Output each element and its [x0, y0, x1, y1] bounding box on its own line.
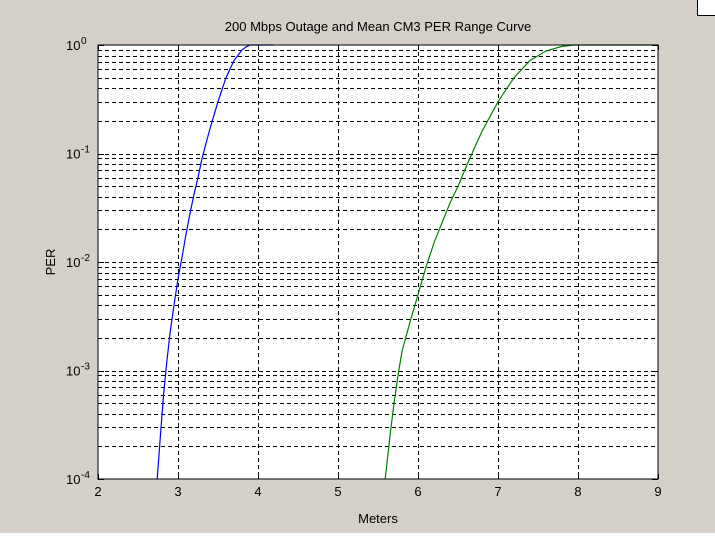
x-tick-label: 6 — [414, 484, 421, 499]
y-tick-label: 10 -1 — [66, 145, 90, 162]
series-layer — [156, 44, 658, 480]
series-line-2 — [384, 44, 658, 480]
x-axis-label: Meters — [358, 511, 398, 526]
y-tick-label: 10 -2 — [66, 253, 90, 270]
x-tick-label: 9 — [654, 484, 661, 499]
y-tick-label: 10 -4 — [66, 470, 90, 487]
x-tick-label: 5 — [334, 484, 341, 499]
y-tick-label-base: 10 — [66, 472, 80, 487]
x-tick-label: 3 — [174, 484, 181, 499]
x-tick-labels: 2 3 4 5 6 7 8 9 — [94, 484, 661, 499]
x-tick-label: 4 — [254, 484, 261, 499]
x-tick-label: 7 — [494, 484, 501, 499]
y-tick-label-base: 10 — [66, 38, 80, 53]
y-tick-label-base: 10 — [66, 255, 80, 270]
x-tick-label: 8 — [574, 484, 581, 499]
y-tick-label: 10 -3 — [66, 362, 90, 379]
x-tick-label: 2 — [94, 484, 101, 499]
y-tick-label-exponent: -1 — [81, 145, 90, 156]
chart-title: 200 Mbps Outage and Mean CM3 PER Range C… — [225, 19, 531, 34]
series-line-1 — [156, 44, 274, 480]
window-corner-box — [697, 0, 715, 16]
y-tick-label-exponent: -4 — [81, 470, 90, 481]
y-axis-label: PER — [43, 249, 58, 276]
y-tick-label: 10 0 — [66, 36, 87, 53]
y-tick-label-exponent: -3 — [81, 362, 90, 373]
grid-lines — [98, 45, 658, 479]
y-tick-label-exponent: 0 — [81, 36, 87, 47]
y-tick-label-base: 10 — [66, 364, 80, 379]
tick-marks — [98, 45, 659, 480]
y-tick-label-exponent: -2 — [81, 253, 90, 264]
y-tick-label-base: 10 — [66, 147, 80, 162]
